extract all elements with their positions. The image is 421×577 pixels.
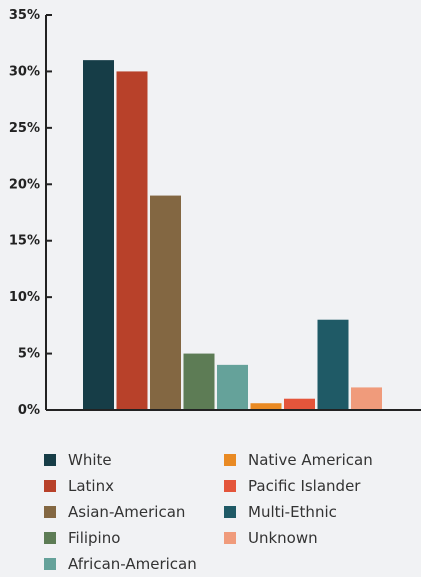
legend-swatch <box>44 532 56 544</box>
legend-item: African-American <box>44 551 224 577</box>
y-tick-label: 35% <box>9 8 40 23</box>
legend-label: Asian-American <box>68 503 186 521</box>
legend-item: Multi-Ethnic <box>224 499 404 525</box>
y-axis: 0% 5% 10% 15% 20% 25% 30% 35% <box>9 8 52 418</box>
legend-item: Unknown <box>224 525 404 551</box>
bar-chart: 0% 5% 10% 15% 20% 25% 30% 35% <box>9 8 421 418</box>
chart-legend: White Latinx Asian-American Filipino African… <box>44 447 421 573</box>
legend-swatch <box>224 532 236 544</box>
legend-item: Pacific Islander <box>224 473 404 499</box>
legend-label: African-American <box>68 555 197 573</box>
bar-native-american <box>250 403 282 410</box>
legend-item: White <box>44 447 224 473</box>
legend-item: Filipino <box>44 525 224 551</box>
bar-asian-american <box>150 195 181 410</box>
legend-swatch <box>224 480 236 492</box>
y-tick-label: 10% <box>9 290 40 305</box>
legend-label: Native American <box>248 451 373 469</box>
legend-label: White <box>68 451 112 469</box>
bar-multi-ethnic <box>317 319 349 410</box>
y-tick-label: 0% <box>18 403 40 418</box>
y-tick-label: 15% <box>9 234 40 249</box>
y-tick-label: 25% <box>9 121 40 136</box>
legend-swatch <box>44 558 56 570</box>
bar-pacific-islander <box>284 398 315 410</box>
bar-african-american <box>217 364 248 410</box>
legend-item: Latinx <box>44 473 224 499</box>
legend-item: Asian-American <box>44 499 224 525</box>
legend-swatch <box>44 506 56 518</box>
bar-unknown <box>351 387 382 410</box>
legend-swatch <box>224 454 236 466</box>
y-tick-label: 30% <box>9 64 40 79</box>
bars <box>83 60 382 411</box>
legend-label: Multi-Ethnic <box>248 503 337 521</box>
legend-label: Unknown <box>248 529 318 547</box>
bar-white <box>83 60 114 411</box>
legend-label: Latinx <box>68 477 114 495</box>
legend-label: Pacific Islander <box>248 477 361 495</box>
legend-item: Native American <box>224 447 404 473</box>
y-tick-label: 5% <box>18 347 40 362</box>
legend-swatch <box>44 454 56 466</box>
bar-latinx <box>116 71 148 410</box>
y-tick-label: 20% <box>9 177 40 192</box>
legend-label: Filipino <box>68 529 121 547</box>
legend-swatch <box>44 480 56 492</box>
bar-filipino <box>183 353 215 410</box>
legend-swatch <box>224 506 236 518</box>
